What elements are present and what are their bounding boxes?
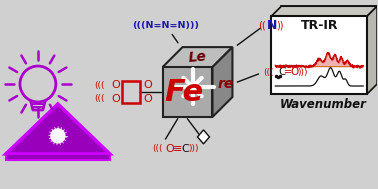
Text: Fe: Fe	[164, 77, 203, 107]
Text: O: O	[290, 67, 298, 77]
Polygon shape	[281, 6, 377, 84]
Text: O: O	[112, 94, 120, 104]
Circle shape	[51, 129, 65, 143]
Polygon shape	[271, 6, 377, 16]
Text: ))): )))	[188, 144, 199, 153]
Bar	[122, 81, 139, 103]
Text: (((N=N=N))): (((N=N=N)))	[132, 21, 199, 30]
Text: (((: (((	[94, 94, 105, 104]
Text: (((: (((	[263, 67, 274, 77]
Text: )): ))	[277, 20, 284, 30]
Text: C: C	[182, 144, 189, 154]
Polygon shape	[163, 47, 232, 67]
Text: Wavenumber: Wavenumber	[280, 98, 367, 112]
Text: O: O	[112, 80, 120, 90]
Text: ))): )))	[297, 67, 308, 77]
Text: C: C	[279, 67, 286, 77]
Text: (((: (((	[94, 81, 105, 90]
Text: Le: Le	[188, 49, 207, 65]
Polygon shape	[198, 130, 209, 144]
Polygon shape	[271, 16, 367, 94]
Text: =: =	[284, 67, 292, 77]
Text: (((: (((	[152, 144, 163, 153]
Text: O: O	[143, 80, 152, 90]
Polygon shape	[6, 104, 110, 154]
Polygon shape	[212, 47, 232, 117]
Text: O: O	[143, 94, 152, 104]
Text: O: O	[165, 144, 174, 154]
Text: re: re	[217, 77, 234, 91]
Bar	[6, 154, 110, 160]
Text: N: N	[267, 19, 277, 32]
Polygon shape	[163, 67, 212, 117]
Polygon shape	[367, 6, 377, 94]
Text: ≡: ≡	[173, 144, 182, 154]
Text: TR-IR: TR-IR	[301, 19, 338, 32]
Text: ((: ((	[259, 20, 266, 30]
